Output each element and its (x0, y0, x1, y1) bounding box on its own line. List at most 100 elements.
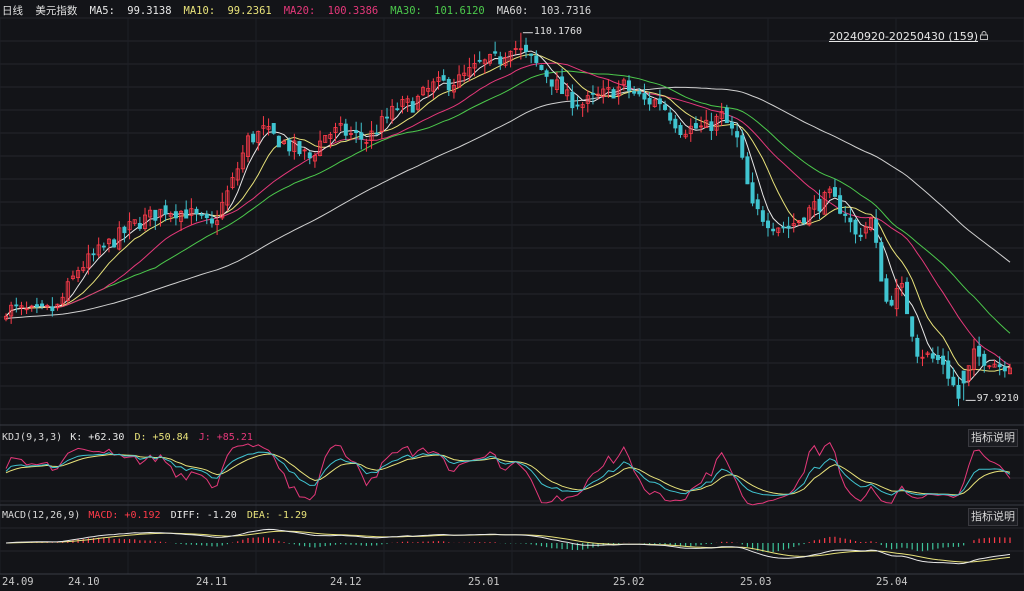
ma-label: MA10: (183, 5, 216, 17)
candle (606, 87, 611, 90)
candle (668, 112, 673, 121)
kdj-k-value: K: +62.30 (70, 432, 125, 443)
ma-legend-item: MA5: 99.3138 (90, 5, 178, 17)
candle (889, 299, 894, 306)
candle (101, 245, 106, 248)
date-range-label[interactable]: 20240920-20250430 (159) (828, 30, 978, 43)
kdj-j-value: J: +85.21 (198, 432, 253, 443)
macd-title: MACD(12,26,9) (2, 510, 81, 521)
candle (935, 354, 940, 361)
candle (688, 125, 693, 135)
candle (137, 223, 142, 229)
candle (863, 226, 868, 234)
candle (1002, 366, 1007, 372)
candle (240, 152, 245, 170)
macd-dea-line (5, 530, 1011, 563)
candle (354, 130, 359, 134)
candle (910, 316, 915, 337)
candle (796, 220, 801, 224)
candle (920, 356, 925, 359)
chart-header: 日线 美元指数 MA5: 99.3138 MA10: 99.2361 MA20: 1… (2, 3, 609, 18)
ma-legend-item: MA20: 100.3386 (284, 5, 385, 17)
ma5-line (5, 50, 1011, 383)
candle (312, 155, 317, 162)
candle (498, 56, 503, 65)
candle (554, 79, 559, 90)
candle (348, 133, 353, 135)
macd-help-button[interactable]: 指标说明 (968, 508, 1018, 526)
candle (611, 89, 616, 99)
candle (1008, 367, 1013, 375)
candle (158, 208, 163, 218)
candle (45, 305, 50, 308)
candle (338, 122, 343, 126)
candle (60, 296, 65, 305)
candle (390, 105, 395, 120)
candle (96, 244, 101, 256)
candle (132, 219, 137, 224)
candle (853, 219, 858, 235)
candle (663, 104, 668, 110)
candle (590, 92, 595, 95)
kdj-d-value: D: +50.84 (134, 432, 189, 443)
candle (441, 75, 446, 81)
low-marker: 97.9210 (977, 393, 1019, 404)
candle (410, 101, 415, 113)
candle (632, 90, 637, 94)
candle (106, 238, 111, 245)
candle (724, 107, 729, 124)
candle (297, 141, 302, 155)
candle (740, 135, 745, 158)
candle (699, 125, 704, 128)
candle (256, 130, 261, 143)
ma-value: 100.3386 (321, 5, 379, 17)
ma30-line (5, 70, 1011, 334)
candle (55, 303, 60, 309)
candle (451, 84, 456, 93)
kdj-d-line (5, 453, 1011, 496)
candle (616, 86, 621, 97)
candle (436, 76, 441, 82)
candle (951, 376, 956, 386)
candle (652, 99, 657, 107)
candle (307, 152, 312, 159)
candle (838, 195, 843, 214)
candle (580, 104, 585, 109)
x-axis-label: 24.10 (68, 576, 100, 588)
ma-value: 103.7316 (534, 5, 592, 17)
candle (781, 226, 786, 229)
candle (771, 228, 776, 232)
ma10-line (5, 53, 1011, 372)
period-label: 日线 (2, 5, 23, 17)
macd-dea-value: DEA: -1.29 (246, 510, 308, 521)
candle (735, 131, 740, 138)
candle (359, 132, 364, 140)
candle (9, 304, 14, 317)
candle (709, 121, 714, 131)
kdj-help-button[interactable]: 指标说明 (968, 429, 1018, 447)
candle (915, 337, 920, 357)
candle (374, 132, 379, 135)
lock-icon[interactable] (980, 31, 988, 40)
candle (261, 125, 266, 129)
candle (333, 127, 338, 133)
candle (472, 63, 477, 69)
candle (678, 125, 683, 136)
candle (287, 139, 292, 152)
candle (29, 305, 34, 308)
candle (925, 352, 930, 355)
candle (693, 123, 698, 129)
candle (14, 304, 19, 307)
candle (245, 135, 250, 157)
candle (148, 209, 153, 218)
candle (956, 384, 961, 399)
candle (117, 227, 122, 250)
candle (560, 76, 565, 95)
candle (657, 98, 662, 105)
candle (879, 242, 884, 282)
candle (385, 116, 390, 119)
candle (369, 130, 374, 141)
ma-legend-item: MA30: 101.6120 (390, 5, 491, 17)
candle (318, 140, 323, 156)
